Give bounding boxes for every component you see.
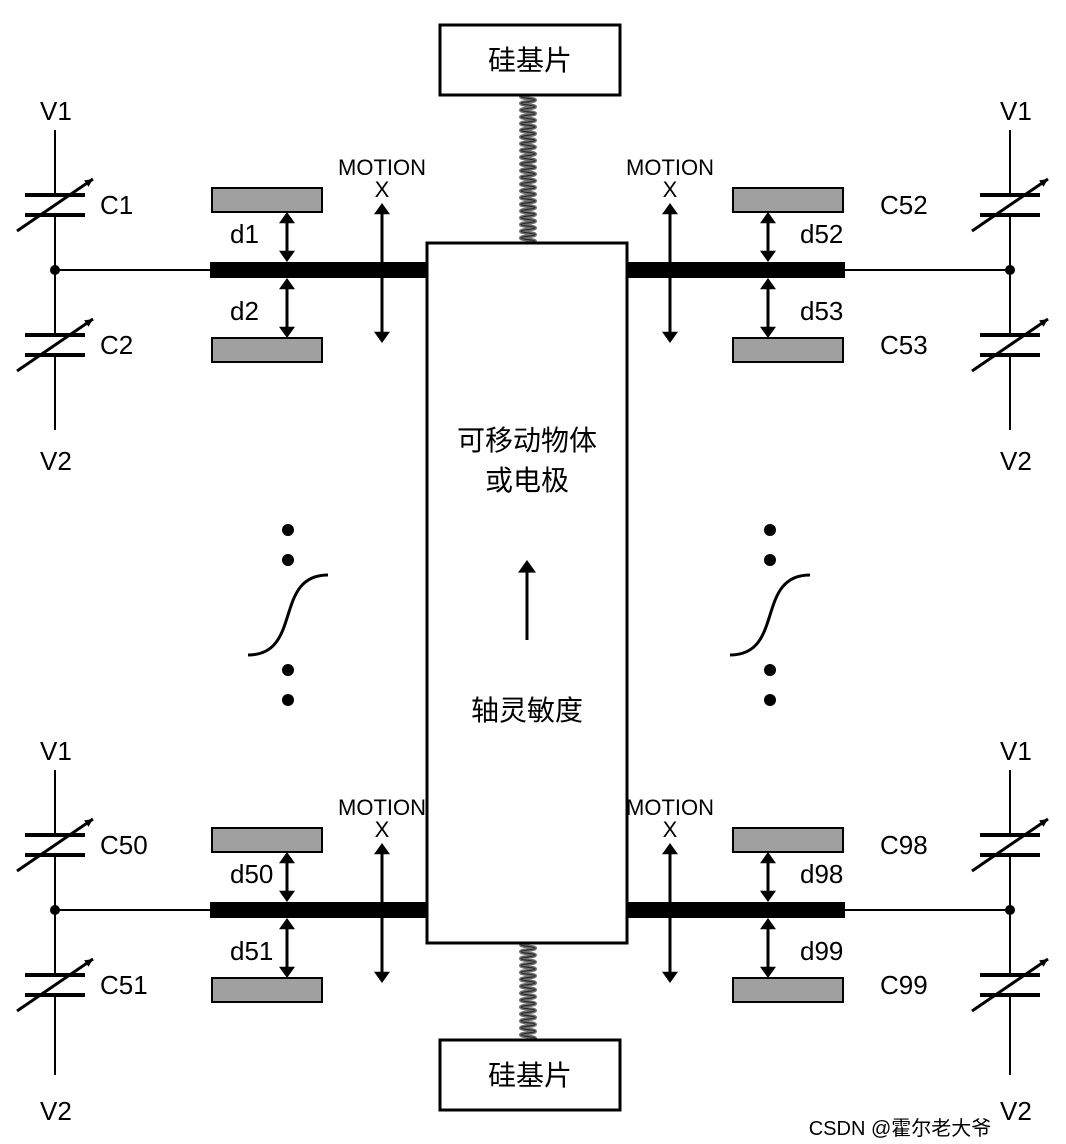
gap-label: d52 [800, 219, 843, 249]
cap-label: C51 [100, 970, 148, 1000]
center-text-line1: 可移动物体 [457, 425, 597, 456]
center-text-line2: 或电极 [485, 465, 569, 496]
gap-label: d1 [230, 219, 259, 249]
fixed-plate [733, 188, 843, 212]
cap-label: C99 [880, 970, 928, 1000]
node-dot [50, 905, 60, 915]
watermark: CSDN @霍尔老大爷 [809, 1117, 992, 1140]
cap-label: C98 [880, 830, 928, 860]
v1-label: V1 [40, 736, 72, 766]
v1-label: V1 [1000, 96, 1032, 126]
gap-label: d51 [230, 936, 273, 966]
cap-label: C52 [880, 190, 928, 220]
v2-label: V2 [1000, 446, 1032, 476]
node-dot [50, 265, 60, 275]
v1-label: V1 [40, 96, 72, 126]
fixed-plate [733, 338, 843, 362]
anchor-top-label: 硅基片 [488, 45, 572, 76]
fixed-plate [212, 978, 322, 1002]
motion-label-x: X [375, 817, 390, 842]
gap-label: d50 [230, 859, 273, 889]
fixed-plate [212, 338, 322, 362]
v1-label: V1 [1000, 736, 1032, 766]
fixed-plate [733, 828, 843, 852]
cap-label: C2 [100, 330, 133, 360]
motion-label-x: X [663, 177, 678, 202]
motion-label-x: X [663, 817, 678, 842]
motion-label-x: X [375, 177, 390, 202]
gap-label: d2 [230, 296, 259, 326]
gap-label: d53 [800, 296, 843, 326]
spring-bottom [521, 943, 535, 1040]
anchor-bottom-label: 硅基片 [488, 1060, 572, 1091]
gap-label: d99 [800, 936, 843, 966]
center-text-line3: 轴灵敏度 [471, 695, 583, 726]
fixed-plate [212, 828, 322, 852]
fixed-plate [733, 978, 843, 1002]
gap-label: d98 [800, 859, 843, 889]
v2-label: V2 [40, 1096, 72, 1126]
fixed-plate [212, 188, 322, 212]
node-dot [1005, 905, 1015, 915]
cap-label: C53 [880, 330, 928, 360]
cap-label: C1 [100, 190, 133, 220]
node-dot [1005, 265, 1015, 275]
v2-label: V2 [40, 446, 72, 476]
cap-label: C50 [100, 830, 148, 860]
v2-label: V2 [1000, 1096, 1032, 1126]
